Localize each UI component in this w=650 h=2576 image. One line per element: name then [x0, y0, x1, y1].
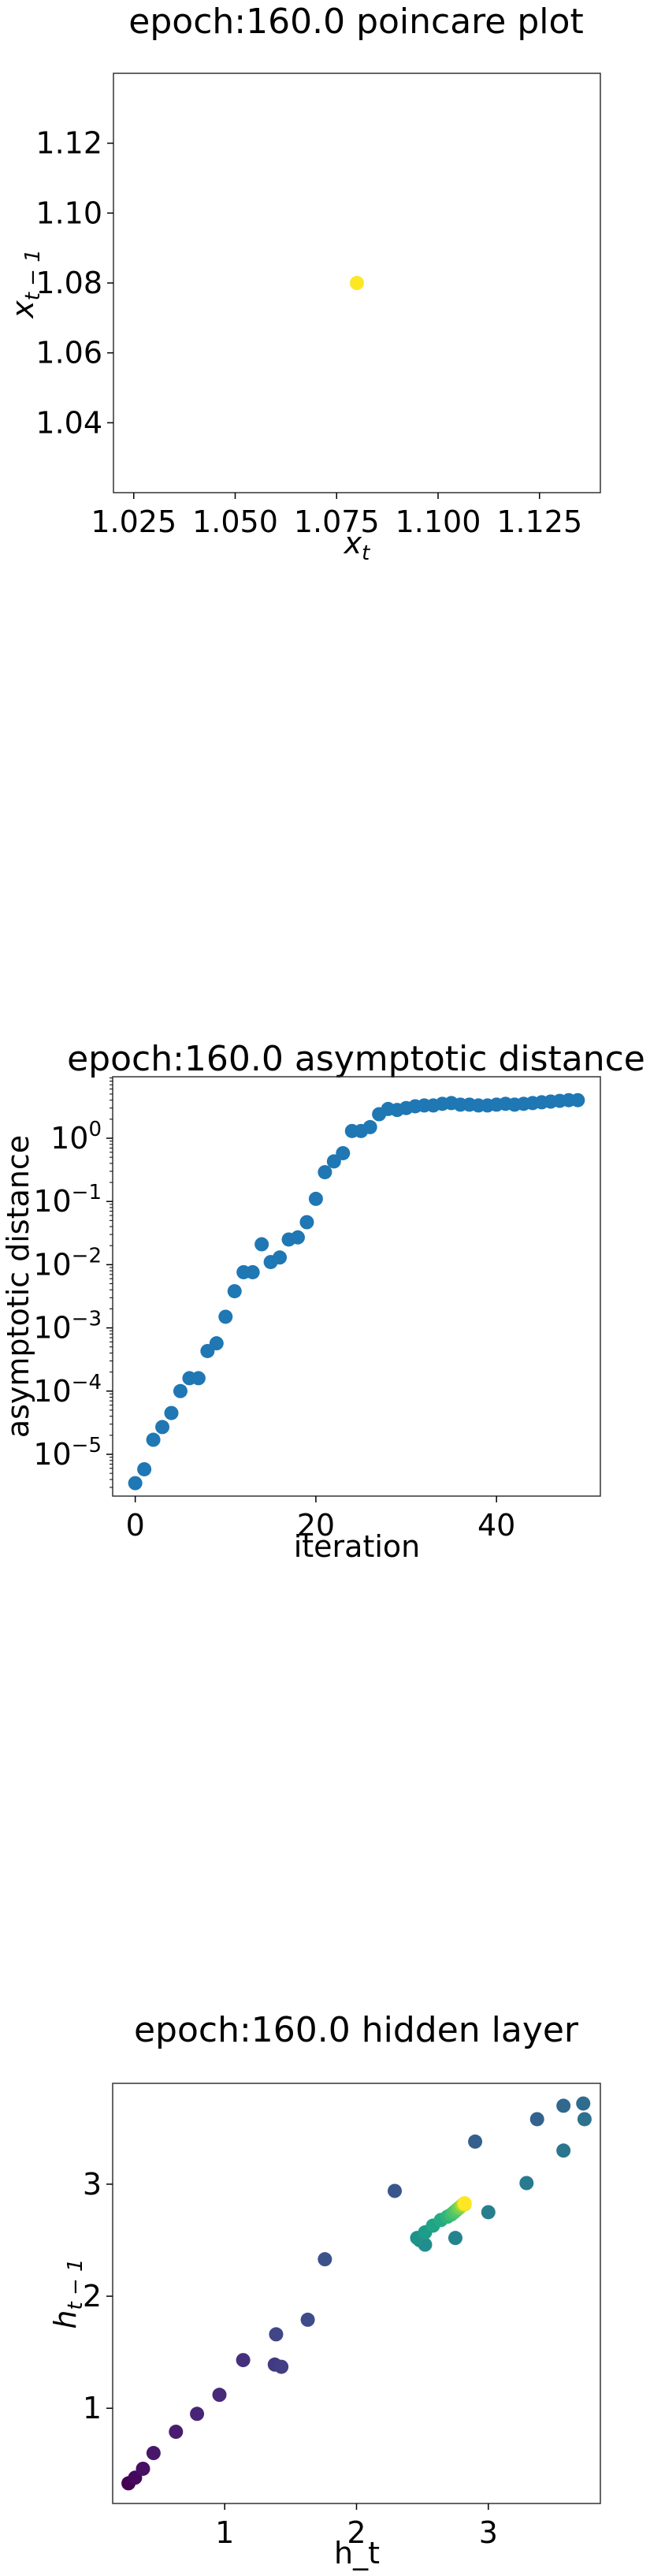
scatter-point: [362, 1119, 377, 1134]
scatter-point: [388, 2183, 403, 2198]
scatter-point: [227, 1284, 242, 1299]
scatter-point: [173, 1383, 188, 1398]
hidden-layer-points: [121, 2096, 592, 2491]
scatter-point: [448, 2231, 462, 2246]
scatter-point: [190, 2407, 205, 2422]
y-tick-label: 10−5: [33, 1434, 102, 1472]
scatter-point: [128, 1476, 143, 1491]
scatter-point: [457, 2196, 472, 2211]
y-tick-label: 100: [50, 1118, 102, 1156]
y-tick-label: 1.08: [35, 266, 102, 300]
y-tick-label: 1.04: [35, 405, 102, 440]
scatter-point: [300, 2312, 315, 2327]
hidden-layer-panel: epoch:160.0 hidden layer 1 2 3 1 2 3 h_t ht …: [48, 2010, 601, 2570]
y-tick-label: 10−1: [33, 1181, 102, 1219]
scatter-point: [556, 2143, 571, 2158]
x-tick-label: 1.050: [192, 504, 278, 539]
asymptotic-points: [128, 1093, 585, 1491]
x-tick-label: 3: [479, 2515, 498, 2550]
scatter-point: [290, 1230, 305, 1245]
scatter-point: [209, 1336, 224, 1351]
poincare-y-axis-label: xt − 1: [6, 249, 45, 319]
x-tick-label: 1: [215, 2515, 234, 2550]
scatter-point: [155, 1420, 170, 1435]
poincare-y-ticks: 1.04 1.06 1.08 1.10 1.12: [35, 126, 113, 440]
scatter-point: [529, 2112, 544, 2127]
scatter-point: [164, 1405, 179, 1420]
asymptotic-y-axis-label: asymptotic distance: [1, 1135, 35, 1438]
scatter-point: [218, 1309, 233, 1324]
hidden-layer-axes-frame: [112, 2083, 601, 2504]
hidden-layer-x-ticks: 1 2 3: [215, 2503, 498, 2550]
scatter-point: [519, 2176, 534, 2191]
y-tick-label: 1: [83, 2391, 102, 2425]
asymptotic-x-ticks: 0 20 40: [126, 1496, 515, 1543]
scatter-point: [350, 276, 364, 290]
scatter-point: [576, 2096, 591, 2111]
y-tick-label: 10−2: [33, 1244, 102, 1282]
scatter-point: [273, 1250, 288, 1265]
scatter-point: [577, 2112, 592, 2127]
scatter-point: [146, 2446, 161, 2461]
scatter-point: [556, 2098, 571, 2113]
scatter-point: [468, 2134, 483, 2149]
x-tick-label: 1.075: [294, 504, 380, 539]
y-tick-label: 1.10: [35, 195, 102, 230]
x-tick-label: 40: [477, 1508, 515, 1543]
scatter-point: [269, 2327, 284, 2342]
y-tick-label: 10−4: [33, 1371, 102, 1409]
scatter-point: [236, 2353, 251, 2368]
scatter-point: [245, 1264, 260, 1279]
x-tick-label: 2: [347, 2515, 366, 2550]
poincare-plot-title: epoch:160.0 poincare plot: [128, 2, 583, 42]
scatter-point: [299, 1215, 314, 1230]
x-tick-label: 1.100: [396, 504, 481, 539]
scatter-point: [308, 1191, 323, 1206]
scatter-point: [318, 1165, 332, 1180]
poincare-x-ticks: 1.025 1.050 1.075 1.100 1.125: [91, 493, 582, 539]
scatter-point: [274, 2359, 289, 2374]
y-tick-label: 2: [83, 2279, 102, 2314]
hidden-layer-title: epoch:160.0 hidden layer: [134, 2010, 579, 2050]
scatter-point: [146, 1432, 161, 1447]
scatter-point: [137, 1461, 152, 1476]
asymptotic-y-ticks: 10−5 10−4 10−3 10−2 10−1 100: [33, 1077, 113, 1488]
x-tick-label: 20: [297, 1508, 335, 1543]
poincare-plot-panel: epoch:160.0 poincare plot 1.025 1.050 1.07…: [6, 2, 601, 565]
y-tick-label: 10−3: [33, 1308, 102, 1346]
asymptotic-distance-panel: epoch:160.0 asymptotic distance 0 20 40 10…: [1, 1039, 645, 1564]
y-tick-label: 1.12: [35, 126, 102, 161]
asymptotic-distance-title: epoch:160.0 asymptotic distance: [67, 1039, 645, 1079]
scatter-point: [212, 2388, 227, 2403]
poincare-x-axis-label: xt: [344, 526, 371, 565]
hidden-layer-x-axis-label: h_t: [334, 2536, 380, 2570]
x-tick-label: 1.025: [91, 504, 176, 539]
asymptotic-distance-axes-frame: [112, 1076, 601, 1497]
y-tick-label: 3: [83, 2167, 102, 2202]
scatter-point: [169, 2425, 184, 2440]
scatter-point: [254, 1237, 269, 1252]
scatter-point: [136, 2461, 150, 2476]
scatter-point: [191, 1371, 206, 1386]
hidden-layer-y-axis-label: ht − 1: [48, 2258, 87, 2328]
hidden-layer-y-ticks: 1 2 3: [83, 2167, 113, 2425]
scatter-point: [318, 2252, 332, 2267]
scatter-point: [326, 1154, 341, 1169]
x-tick-label: 1.125: [496, 504, 582, 539]
scatter-point: [481, 2205, 496, 2220]
scatter-point: [336, 1145, 351, 1160]
poincare-points: [350, 276, 364, 290]
scatter-point: [570, 1093, 585, 1107]
asymptotic-x-axis-label: iteration: [294, 1529, 421, 1564]
y-tick-label: 1.06: [35, 336, 102, 370]
x-tick-label: 0: [126, 1508, 145, 1543]
